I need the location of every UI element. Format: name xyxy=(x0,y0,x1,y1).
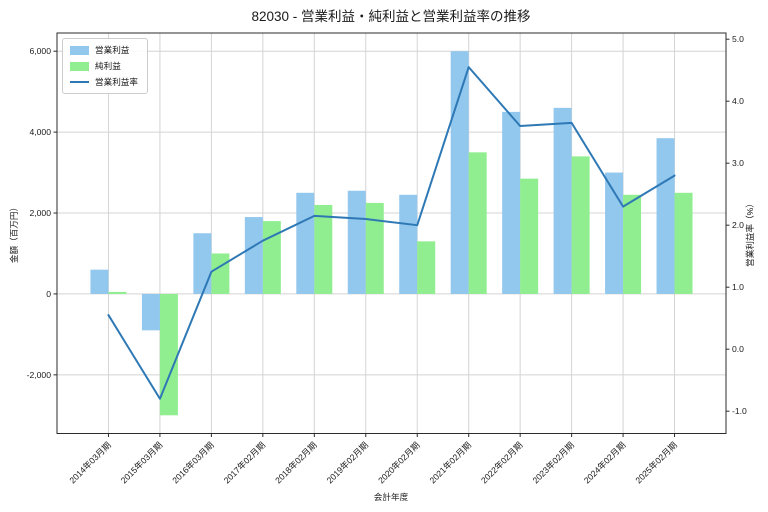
y-tick-label-right: 5.0 xyxy=(732,34,744,44)
legend-label: 営業利益 xyxy=(95,45,130,55)
y-tick-label-right: 3.0 xyxy=(732,158,744,168)
y-tick-label-left: 2,000 xyxy=(29,208,51,218)
x-tick-label: 2023年02月期 xyxy=(530,439,576,485)
y-axis-label-right: 営業利益率（%） xyxy=(744,199,755,267)
legend-item-operating-profit: 営業利益 xyxy=(70,44,138,56)
y-tick-label-right: 1.0 xyxy=(732,282,744,292)
bar-純利益 xyxy=(520,178,539,294)
x-tick-label: 2021年02月期 xyxy=(427,439,473,485)
x-tick-label: 2018年02月期 xyxy=(272,439,318,485)
bar-純利益 xyxy=(108,291,127,294)
bar-純利益 xyxy=(571,156,590,294)
y-tick-label-right: 4.0 xyxy=(732,96,744,106)
y-tick-label-left: 6,000 xyxy=(29,46,51,56)
x-axis-label: 会計年度 xyxy=(374,491,409,502)
bar-純利益 xyxy=(417,241,436,294)
y-tick-label-left: 0 xyxy=(46,289,51,299)
x-tick-label: 2014年03月期 xyxy=(67,439,113,485)
chart-title: 82030 - 営業利益・純利益と営業利益率の推移 xyxy=(251,8,530,24)
bar-営業利益 xyxy=(141,293,160,331)
bar-営業利益 xyxy=(553,107,572,294)
x-tick-label: 2015年03月期 xyxy=(118,439,164,485)
bar-営業利益 xyxy=(193,233,212,294)
x-tick-label: 2017年02月期 xyxy=(221,439,267,485)
y-tick-label-right: -1.0 xyxy=(732,406,747,416)
bar-純利益 xyxy=(211,253,230,294)
bar-純利益 xyxy=(314,204,333,294)
y-tick-label-left: -2,000 xyxy=(27,370,52,380)
bar-純利益 xyxy=(365,202,384,294)
x-tick-label: 2020年02月期 xyxy=(375,439,421,485)
bar-純利益 xyxy=(159,293,178,416)
legend: 営業利益 純利益 営業利益率 xyxy=(62,38,148,94)
bar-営業利益 xyxy=(347,190,366,294)
bar-営業利益 xyxy=(244,217,263,294)
x-tick-label: 2019年02月期 xyxy=(324,439,370,485)
bar-営業利益 xyxy=(605,172,624,294)
y-tick-label-right: 2.0 xyxy=(732,220,744,230)
legend-swatch-bar-icon xyxy=(70,61,89,71)
bar-営業利益 xyxy=(656,138,675,294)
bar-営業利益 xyxy=(90,269,109,294)
bar-純利益 xyxy=(623,194,642,294)
legend-label: 純利益 xyxy=(95,61,121,71)
y-tick-label-right: 0.0 xyxy=(732,344,744,354)
bar-純利益 xyxy=(674,192,693,294)
bar-営業利益 xyxy=(502,111,521,294)
trend-line-営業利益率 xyxy=(107,66,676,400)
y-tick-label-left: 4,000 xyxy=(29,127,51,137)
bar-営業利益 xyxy=(399,194,418,294)
y-axis-label-left: 金額（百万円） xyxy=(8,203,19,263)
legend-item-operating-margin: 営業利益率 xyxy=(70,76,138,88)
bar-営業利益 xyxy=(450,51,469,294)
x-tick-label: 2025年02月期 xyxy=(633,439,679,485)
legend-label: 営業利益率 xyxy=(95,77,138,87)
legend-swatch-line-icon xyxy=(70,81,89,83)
bar-営業利益 xyxy=(296,192,315,294)
chart-generated-layer: 6,000 4,000 2,000 0 -2,000 5.0 4.0 3.0 2.0 1.0 0.0… xyxy=(27,32,747,485)
bar-純利益 xyxy=(468,152,487,294)
bar-純利益 xyxy=(262,221,281,294)
x-tick-label: 2024年02月期 xyxy=(581,439,627,485)
x-tick-label: 2022年02月期 xyxy=(478,439,524,485)
legend-item-net-profit: 純利益 xyxy=(70,60,138,72)
plot-border xyxy=(56,32,727,434)
legend-swatch-bar-icon xyxy=(70,45,89,55)
x-tick-label: 2016年03月期 xyxy=(170,439,216,485)
